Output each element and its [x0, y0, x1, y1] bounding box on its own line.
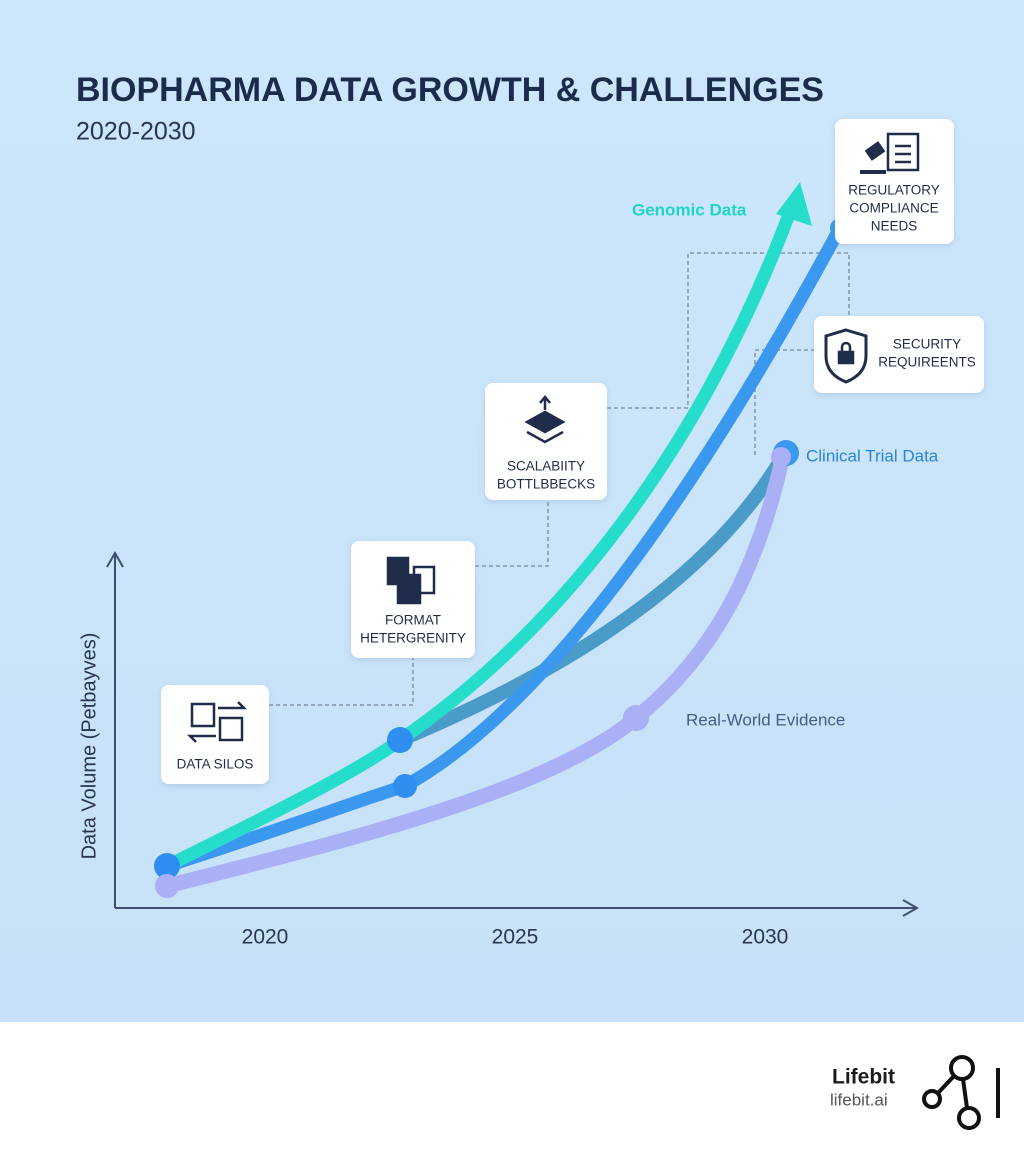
subtitle: 2020-2030 — [76, 118, 196, 146]
curve-label: Genomic Data — [632, 200, 747, 219]
axes — [106, 550, 920, 917]
connectors — [269, 252, 850, 706]
callout-label: NEEDS — [871, 219, 918, 234]
callout-label: SECURITY — [893, 337, 961, 352]
callout-label: FORMAT — [385, 613, 441, 628]
callout-label: HETERGRENITY — [360, 631, 466, 646]
curve-label: Real-World Evidence — [686, 710, 845, 729]
curves — [159, 205, 847, 894]
curve-label: Clinical Trial Data — [806, 446, 939, 465]
footer-logo — [922, 1055, 1000, 1130]
callout-label: SCALABIITY — [507, 459, 585, 474]
icons — [186, 132, 920, 743]
callout-label: COMPLIANCE — [849, 201, 938, 216]
footer-brand: Lifebit — [832, 1066, 895, 1089]
footer-url: lifebit.ai — [830, 1090, 888, 1109]
callout-label: REQUIREENTS — [878, 355, 976, 370]
arrowhead — [776, 182, 812, 226]
title: BIOPHARMA DATA GROWTH & CHALLENGES — [76, 71, 824, 109]
x-tick-label: 2030 — [742, 926, 789, 949]
callout-label: BOTTLBBECKS — [497, 477, 595, 492]
callout-label: DATA SILOS — [177, 757, 254, 772]
y-axis-label: Data Volume (Petbayves) — [78, 633, 100, 860]
x-tick-label: 2025 — [492, 926, 539, 949]
callout-label: REGULATORY — [848, 183, 940, 198]
footer-bg — [0, 1022, 1024, 1154]
x-tick-label: 2020 — [242, 926, 289, 949]
